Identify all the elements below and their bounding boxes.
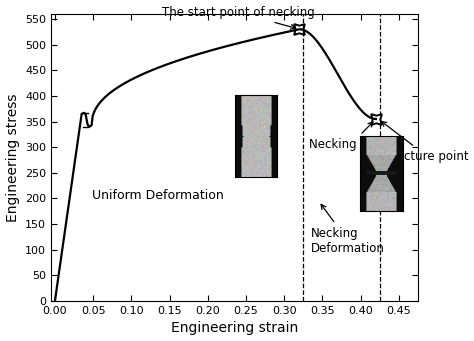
Text: Uniform Deformation: Uniform Deformation — [92, 189, 224, 203]
X-axis label: Engineering strain: Engineering strain — [171, 322, 298, 336]
Text: Fracture point: Fracture point — [382, 121, 468, 163]
Text: Necking
Deformation: Necking Deformation — [311, 204, 385, 255]
Text: Necking stage: Necking stage — [309, 122, 393, 151]
Text: The start point of necking: The start point of necking — [162, 6, 315, 29]
Y-axis label: Engineering stress: Engineering stress — [6, 93, 19, 222]
